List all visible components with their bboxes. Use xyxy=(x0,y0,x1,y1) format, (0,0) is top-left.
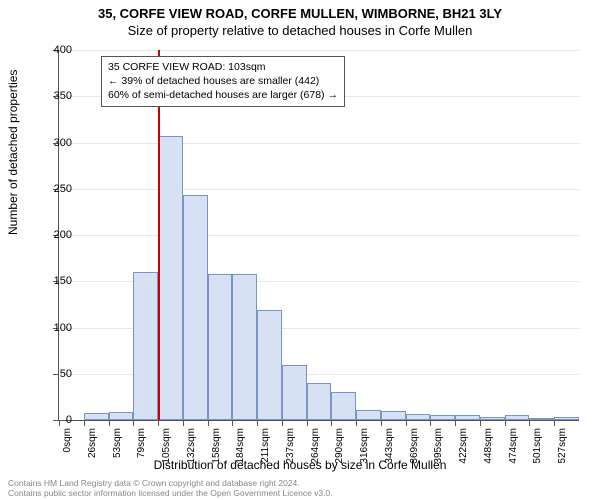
y-gridline xyxy=(59,189,579,190)
title-block: 35, CORFE VIEW ROAD, CORFE MULLEN, WIMBO… xyxy=(0,0,600,38)
x-tick-label: 26sqm xyxy=(87,428,98,468)
x-tick xyxy=(133,420,134,426)
chart-subtitle: Size of property relative to detached ho… xyxy=(0,23,600,38)
x-tick-label: 132sqm xyxy=(186,428,197,468)
x-tick-label: 316sqm xyxy=(359,428,370,468)
histogram-bar xyxy=(232,274,257,420)
y-tick-label: 350 xyxy=(42,90,72,102)
x-tick-label: 448sqm xyxy=(483,428,494,468)
x-tick xyxy=(331,420,332,426)
histogram-bar xyxy=(282,365,307,421)
x-tick xyxy=(430,420,431,426)
x-tick-label: 395sqm xyxy=(433,428,444,468)
y-gridline xyxy=(59,235,579,236)
histogram-bar xyxy=(406,414,431,420)
x-tick-label: 501sqm xyxy=(532,428,543,468)
x-tick-label: 211sqm xyxy=(260,428,271,468)
annotation-line-1: 35 CORFE VIEW ROAD: 103sqm xyxy=(108,60,338,74)
x-tick xyxy=(505,420,506,426)
footer-line-1: Contains HM Land Registry data © Crown c… xyxy=(8,478,333,488)
histogram-bar xyxy=(208,274,233,420)
histogram-bar xyxy=(109,412,134,420)
x-tick-label: 105sqm xyxy=(161,428,172,468)
x-tick-label: 53sqm xyxy=(112,428,123,468)
chart-title: 35, CORFE VIEW ROAD, CORFE MULLEN, WIMBO… xyxy=(0,6,600,21)
histogram-bar xyxy=(158,136,183,420)
y-tick-label: 0 xyxy=(42,414,72,426)
x-tick xyxy=(282,420,283,426)
x-tick xyxy=(381,420,382,426)
x-tick xyxy=(406,420,407,426)
x-tick xyxy=(158,420,159,426)
y-tick-label: 250 xyxy=(42,183,72,195)
x-tick xyxy=(480,420,481,426)
x-tick xyxy=(356,420,357,426)
x-tick xyxy=(183,420,184,426)
histogram-bar xyxy=(307,383,332,420)
x-tick-label: 290sqm xyxy=(334,428,345,468)
footer-line-2: Contains public sector information licen… xyxy=(8,488,333,498)
histogram-bar xyxy=(480,417,505,420)
histogram-bar xyxy=(505,415,530,420)
x-tick xyxy=(455,420,456,426)
histogram-bar xyxy=(183,195,208,420)
y-gridline xyxy=(59,143,579,144)
annotation-line-2: ← 39% of detached houses are smaller (44… xyxy=(108,74,338,88)
histogram-bar xyxy=(529,418,554,420)
y-tick-label: 300 xyxy=(42,137,72,149)
x-tick-label: 264sqm xyxy=(310,428,321,468)
histogram-bar xyxy=(455,415,480,420)
x-tick-label: 158sqm xyxy=(211,428,222,468)
footer-attribution: Contains HM Land Registry data © Crown c… xyxy=(8,478,333,498)
x-tick xyxy=(307,420,308,426)
histogram-bar xyxy=(554,417,579,420)
x-tick-label: 422sqm xyxy=(458,428,469,468)
x-tick-label: 184sqm xyxy=(235,428,246,468)
x-tick-label: 474sqm xyxy=(508,428,519,468)
y-tick-label: 100 xyxy=(42,322,72,334)
y-tick-label: 50 xyxy=(42,368,72,380)
y-axis-title: Number of detached properties xyxy=(6,70,20,235)
x-tick xyxy=(257,420,258,426)
chart-plot-area: 35 CORFE VIEW ROAD: 103sqm← 39% of detac… xyxy=(58,50,579,421)
y-gridline xyxy=(59,50,579,51)
histogram-bar xyxy=(84,413,109,420)
histogram-bar xyxy=(430,415,455,420)
histogram-bar xyxy=(381,411,406,420)
x-tick xyxy=(232,420,233,426)
histogram-bar xyxy=(133,272,158,420)
x-tick xyxy=(554,420,555,426)
x-tick-label: 369sqm xyxy=(409,428,420,468)
x-tick xyxy=(529,420,530,426)
x-tick xyxy=(84,420,85,426)
x-tick xyxy=(109,420,110,426)
annotation-line-3: 60% of semi-detached houses are larger (… xyxy=(108,88,338,102)
y-tick-label: 150 xyxy=(42,275,72,287)
histogram-bar xyxy=(331,392,356,420)
x-tick-label: 79sqm xyxy=(136,428,147,468)
y-tick-label: 200 xyxy=(42,229,72,241)
histogram-bar xyxy=(257,310,282,420)
x-tick-label: 0sqm xyxy=(62,428,73,468)
annotation-box: 35 CORFE VIEW ROAD: 103sqm← 39% of detac… xyxy=(101,56,345,107)
x-tick-label: 237sqm xyxy=(285,428,296,468)
x-tick-label: 527sqm xyxy=(557,428,568,468)
y-tick-label: 400 xyxy=(42,44,72,56)
x-tick-label: 343sqm xyxy=(384,428,395,468)
x-tick xyxy=(208,420,209,426)
histogram-bar xyxy=(356,410,381,420)
